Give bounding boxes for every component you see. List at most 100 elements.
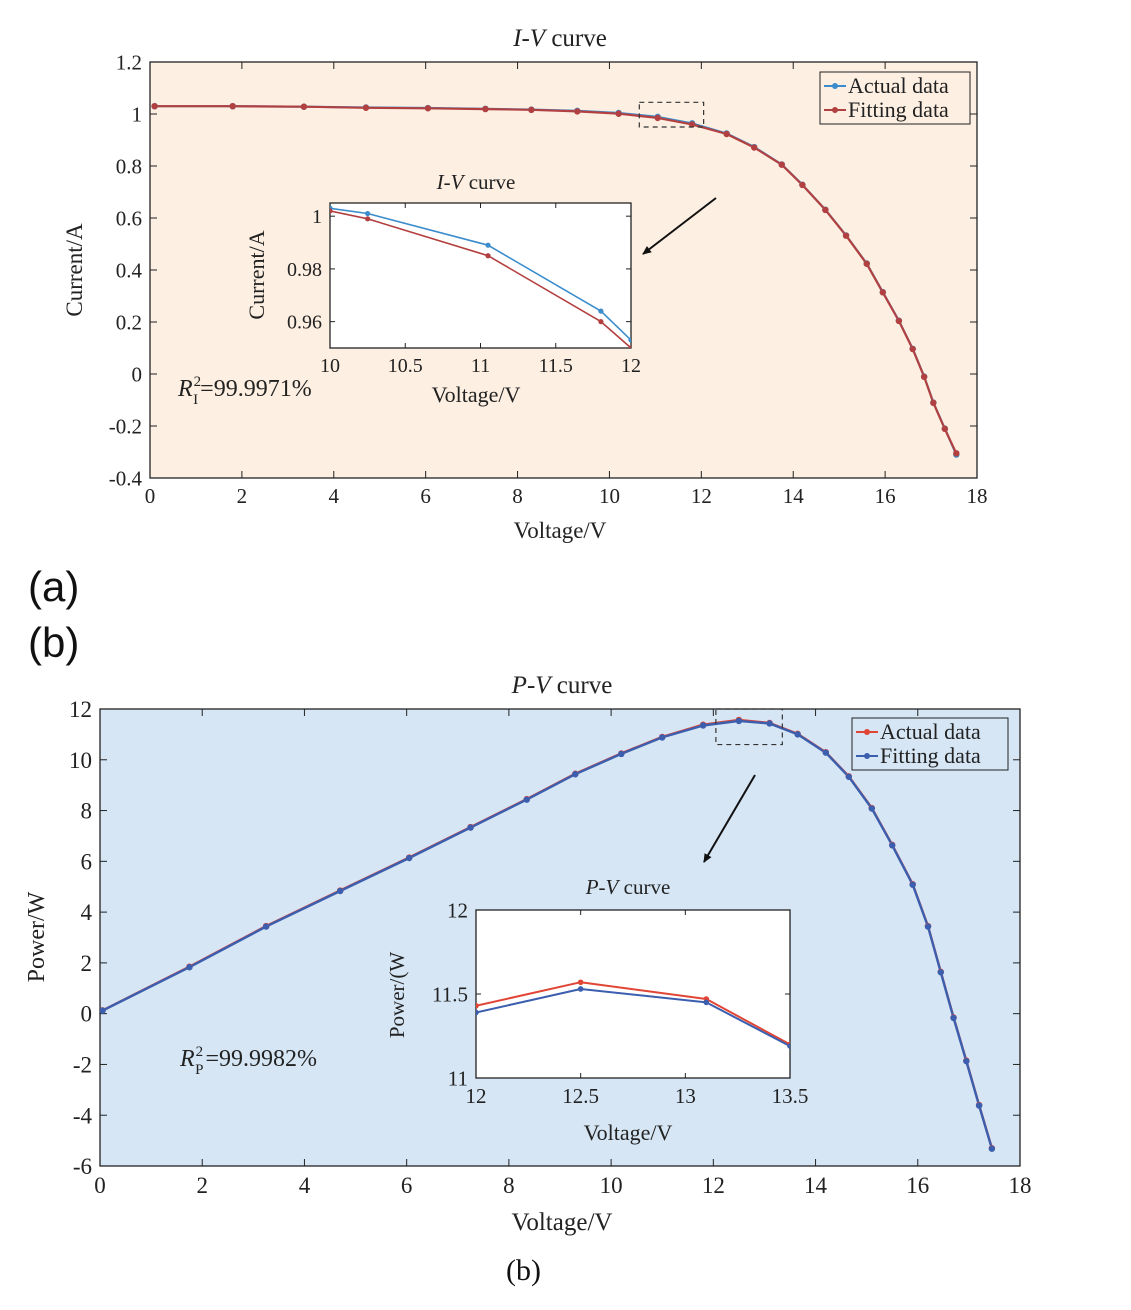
data-point-fitting — [699, 722, 707, 729]
data-point-fitting — [654, 114, 661, 122]
y-tick-label: 0.6 — [116, 206, 142, 230]
data-point-fitting — [953, 450, 960, 457]
chart-title-italic: P-V — [511, 672, 554, 699]
data-point-fitting — [924, 923, 932, 930]
y-tick-label: 8 — [81, 799, 93, 824]
x-tick-label: 14 — [804, 1173, 828, 1198]
x-tick-label: 4 — [299, 1173, 311, 1198]
x-tick-label: 16 — [875, 484, 896, 508]
x-tick-label: 10 — [599, 484, 620, 508]
data-point-fitting — [842, 232, 850, 239]
y-tick-label: 10 — [69, 748, 92, 773]
chart-title-rest: curve — [545, 25, 607, 52]
data-point-fitting — [941, 425, 949, 433]
data-point-fitting — [659, 734, 666, 741]
data-point-actual — [598, 308, 604, 314]
data-point-fitting — [889, 842, 896, 849]
data-point-fitting — [845, 773, 852, 780]
x-tick-label: 8 — [503, 1173, 515, 1198]
data-point-fitting — [229, 103, 236, 110]
series-group — [151, 103, 960, 458]
data-point-fitting — [365, 216, 371, 222]
series-line-actual — [476, 981, 790, 1046]
data-point-fitting — [975, 1102, 983, 1109]
data-point-fitting — [186, 964, 193, 971]
legend-label: Actual data — [880, 719, 981, 744]
x-tick-label: 10 — [600, 1173, 623, 1198]
data-point-fitting — [467, 824, 474, 831]
x-tick-label: 6 — [401, 1173, 413, 1198]
data-point-fitting — [628, 345, 631, 348]
y-tick-label: -0.4 — [109, 466, 143, 490]
data-point-fitting — [799, 181, 806, 189]
r-symbol: R — [177, 376, 193, 402]
y-axis-label: Power/W — [24, 891, 50, 982]
y-tick-label: 1 — [312, 206, 322, 228]
chart-title-rest: curve — [618, 875, 670, 899]
r-squared-annotation: R2 P=99.9982% — [179, 1044, 317, 1078]
data-point-fitting — [572, 771, 579, 778]
y-tick-label: 2 — [81, 951, 93, 976]
chart-title-italic: I-V — [512, 25, 548, 52]
plot-area — [329, 202, 632, 349]
data-point-fitting — [151, 103, 158, 110]
r-subscript: P — [195, 1062, 203, 1078]
x-tick-label: 18 — [1009, 1173, 1032, 1198]
y-axis-label: Current/A — [62, 223, 87, 317]
data-point-fitting — [262, 923, 270, 930]
data-point-fitting — [794, 731, 801, 738]
data-point-fitting — [787, 1043, 790, 1049]
data-point-fitting — [406, 854, 413, 862]
panel-label-b: (b) — [28, 619, 80, 666]
data-point-fitting — [895, 317, 903, 325]
x-tick-label: 10.5 — [388, 355, 423, 377]
chart-title-rest: curve — [551, 672, 613, 699]
legend-swatch-marker — [832, 83, 838, 89]
legend-label: Fitting data — [880, 743, 981, 768]
y-tick-label: 1.2 — [116, 50, 142, 74]
y-tick-label: 0 — [81, 1002, 93, 1027]
data-point-fitting — [424, 105, 432, 112]
x-tick-label: 12 — [621, 355, 641, 377]
figure-caption: (b) — [506, 1254, 541, 1287]
y-tick-label: 12 — [447, 898, 468, 922]
legend-swatch-marker — [832, 107, 838, 113]
data-point-fitting — [337, 887, 344, 895]
x-tick-label: 8 — [512, 484, 523, 508]
chart-title: I-V curve — [512, 25, 607, 52]
data-point-fitting — [950, 1014, 957, 1022]
data-point-fitting — [485, 253, 491, 259]
chart-title-italic: P-V — [585, 875, 621, 899]
x-axis-label: Voltage/V — [584, 1120, 673, 1145]
chart-iv-main: 0 2 4 6 8 10 12 14 16 18-0.4-0.200.20.40.60.811.2… — [62, 25, 988, 543]
data-point-fitting — [778, 161, 785, 168]
x-axis-label: Voltage/V — [512, 1209, 613, 1236]
data-point-fitting — [330, 208, 333, 214]
data-point-fitting — [528, 106, 535, 114]
legend-swatch-marker — [864, 729, 870, 735]
data-point-actual — [476, 1002, 479, 1009]
data-point-fitting — [930, 399, 937, 407]
y-tick-label: 12 — [69, 697, 92, 722]
data-point-fitting — [476, 1009, 479, 1016]
zoom-box — [715, 708, 783, 746]
data-point-fitting — [618, 750, 625, 758]
y-tick-label: -4 — [73, 1103, 93, 1128]
zoom-arrow-iv — [642, 197, 717, 255]
chart-title: I-V curve — [436, 170, 516, 194]
y-tick-label: -2 — [73, 1052, 92, 1077]
x-tick-label: 2 — [196, 1173, 208, 1198]
r-subscript: I — [193, 392, 198, 408]
x-axis-label: Voltage/V — [432, 382, 521, 407]
data-point-fitting — [598, 319, 604, 325]
zoom-box — [638, 101, 705, 128]
chart-title: P-V curve — [585, 875, 671, 899]
data-point-fitting — [963, 1057, 970, 1065]
data-point-fitting — [482, 105, 489, 113]
y-tick-label: 0.2 — [116, 310, 142, 334]
y-tick-label: 11.5 — [432, 982, 468, 1006]
series-group — [330, 205, 631, 348]
